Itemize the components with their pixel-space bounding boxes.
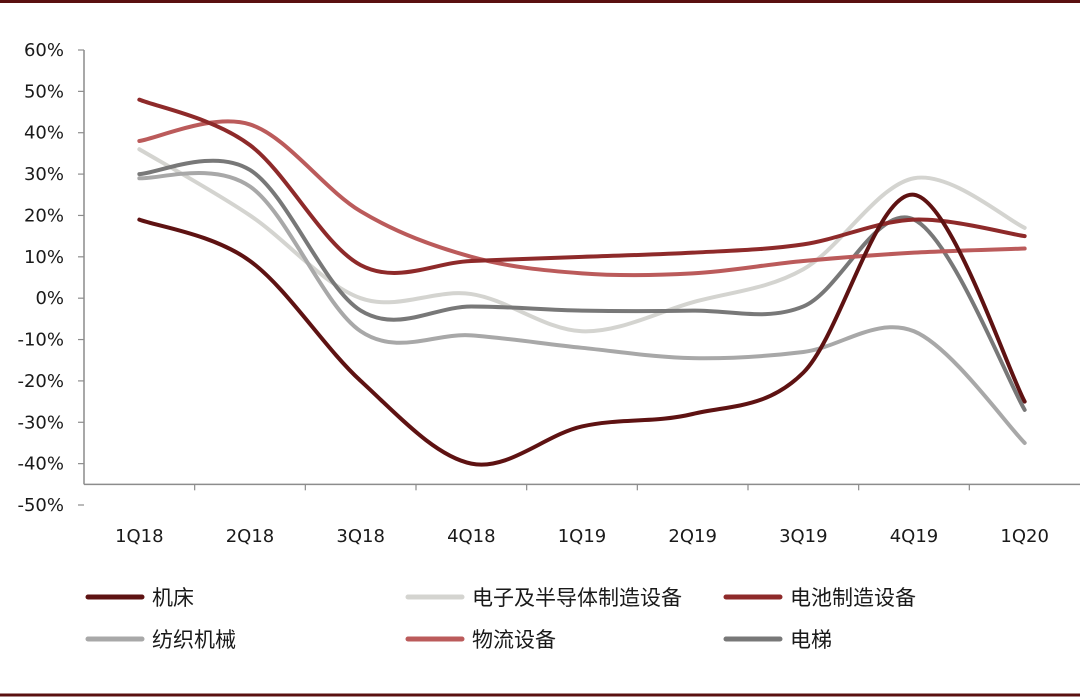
x-tick-label: 4Q18 (447, 526, 496, 547)
x-tick-label: 1Q19 (558, 526, 607, 547)
series-line-1 (137, 147, 1027, 334)
legend-label-0: 机床 (152, 586, 194, 610)
series-line-3 (137, 170, 1027, 445)
series-line-0 (137, 192, 1027, 467)
y-tick-label: 40% (24, 123, 64, 144)
x-tick-label: 3Q18 (336, 526, 385, 547)
x-tick-label: 3Q19 (779, 526, 828, 547)
x-tick-label: 1Q18 (115, 526, 164, 547)
series-group (137, 97, 1027, 467)
y-tick-label: 10% (24, 247, 64, 268)
x-tick-label: 2Q18 (226, 526, 275, 547)
y-tick-label: 60% (24, 40, 64, 61)
y-tick-label: -30% (17, 412, 64, 433)
legend-label-2: 电池制造设备 (790, 586, 916, 610)
y-tick-label: 20% (24, 205, 64, 226)
series-line-4 (137, 119, 1027, 278)
x-tick-label: 2Q19 (668, 526, 717, 547)
series-line-2 (137, 97, 1027, 275)
legend-label-3: 纺织机械 (152, 628, 236, 652)
y-tick-label: -40% (17, 454, 64, 475)
x-axis: 1Q18 2Q18 3Q18 4Q18 1Q19 2Q19 3Q19 4Q19 1Q20 (84, 483, 1080, 547)
y-tick-label: -50% (17, 495, 64, 516)
y-tick-label: 30% (24, 164, 64, 185)
x-tick-label: 4Q19 (890, 526, 939, 547)
y-tick-label: -10% (17, 330, 64, 351)
legend-label-5: 电梯 (790, 628, 832, 652)
y-tick-label: 50% (24, 81, 64, 102)
legend-label-4: 物流设备 (472, 628, 556, 652)
y-tick-label: 0% (35, 288, 64, 309)
legend-label-1: 电子及半导体制造设备 (472, 586, 682, 610)
y-tick-label: -20% (17, 371, 64, 392)
series-line-5 (137, 158, 1027, 412)
y-axis: 60% 50% 40% 30% 20% 10% 0% -10% -20% -30% -40% -50% (17, 40, 85, 516)
x-tick-label: 1Q20 (1000, 526, 1049, 547)
